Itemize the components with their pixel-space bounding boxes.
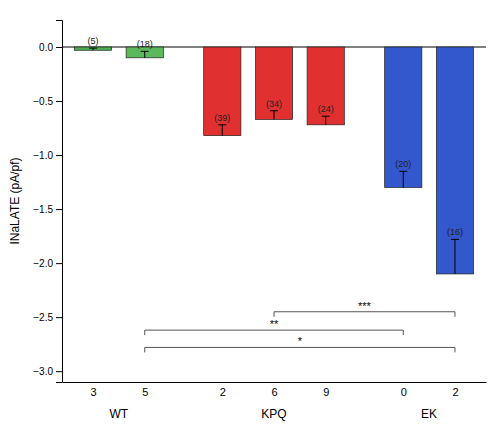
significance-bracket [274,312,455,317]
y-tick-label: −1.0 [33,150,53,161]
significance-label: * [298,335,303,347]
error-bar [141,51,149,57]
x-tick: 6 [271,382,277,398]
y-tick: −2.0 [33,258,62,269]
error-bar-line [403,171,404,187]
n-label: (20) [395,159,411,169]
error-bar-line [274,111,275,120]
y-tick-mark [56,263,62,264]
error-bar [399,171,407,187]
n-label: (5) [88,36,99,46]
error-bar-line [325,116,326,125]
y-tick: −3.0 [33,366,62,377]
n-label: (34) [266,99,282,109]
y-tick-label: −0.5 [33,96,53,107]
x-tick: 5 [142,382,148,398]
x-tick-label: 9 [323,386,329,398]
significance-bracket [145,330,404,335]
error-bar-cap [451,239,459,240]
x-tick-label: 2 [220,386,226,398]
error-bar [270,111,278,120]
y-tick: −0.5 [33,96,62,107]
error-bar [89,48,97,50]
n-label: (39) [214,113,230,123]
error-bar-cap [89,48,97,49]
bar [74,47,111,50]
significance-bracket [145,347,455,352]
x-tick: 2 [452,382,458,398]
y-tick: −1.0 [33,150,62,161]
y-tick: −1.5 [33,204,62,215]
y-tick-mark [56,371,62,372]
x-tick-label: 0 [401,386,407,398]
y-tick-mark [56,317,62,318]
x-tick: 9 [323,382,329,398]
bar [436,47,473,274]
y-tick-mark [56,209,62,210]
y-tick-label: −3.0 [33,366,53,377]
x-tick-label: 5 [142,386,148,398]
x-tick: 2 [220,382,226,398]
y-tick-label: −2.5 [33,312,53,323]
x-axis: 3 5 2 6 9 0 2 [63,382,487,398]
error-bar-line [144,51,145,57]
y-tick-label: −2.0 [33,258,53,269]
y-tick-mark [56,101,62,102]
bar [255,47,292,119]
y-axis: −3.0 −2.5 −2.0 −1.5 −1.0 −0.5 0.0 [33,21,62,383]
x-axis-line [63,382,487,383]
error-bar-cap [270,110,278,111]
labels: (5)(18)(39)(34)(24)(20)(16)****** [88,36,463,347]
y-axis-line [56,21,63,383]
chart: −3.0 −2.5 −2.0 −1.5 −1.0 −0.5 0.0 3 5 2 6 9 0 2 WT KPQ E… [0,0,500,434]
n-label: (24) [318,104,334,114]
n-label: (16) [447,227,463,237]
group-label: WT [110,407,129,421]
n-label: (18) [137,39,153,49]
y-tick-mark [56,47,62,48]
x-tick-label: 6 [271,386,277,398]
y-tick: 0.0 [39,42,62,53]
x-tick: 0 [401,382,407,398]
group-label: EK [421,407,437,421]
group-label: KPQ [261,407,286,421]
bar [204,47,241,136]
bar [307,47,344,125]
error-bar-cap [218,124,226,125]
error-bar-cap [141,51,149,52]
error-bar-line [222,125,223,136]
error-bar-line [454,239,455,274]
error-bar [218,125,226,136]
bars [74,47,473,352]
y-tick-label: 0.0 [39,42,53,53]
x-tick-label: 2 [452,386,458,398]
error-bar-cap [322,116,330,117]
error-bar [451,239,459,274]
x-tick-label: 3 [90,386,96,398]
y-axis-title: INaLATE (pA/pf) [8,157,22,244]
error-bar [322,116,330,125]
significance-label: ** [270,318,279,330]
significance-label: *** [358,300,372,312]
y-tick-label: −1.5 [33,204,53,215]
y-tick-mark [56,155,62,156]
y-tick: −2.5 [33,312,62,323]
bar [385,47,422,187]
error-bar-cap [399,171,407,172]
plot: −3.0 −2.5 −2.0 −1.5 −1.0 −0.5 0.0 3 5 2 6 9 0 2 WT KPQ E… [33,21,486,422]
x-tick: 3 [90,382,96,398]
